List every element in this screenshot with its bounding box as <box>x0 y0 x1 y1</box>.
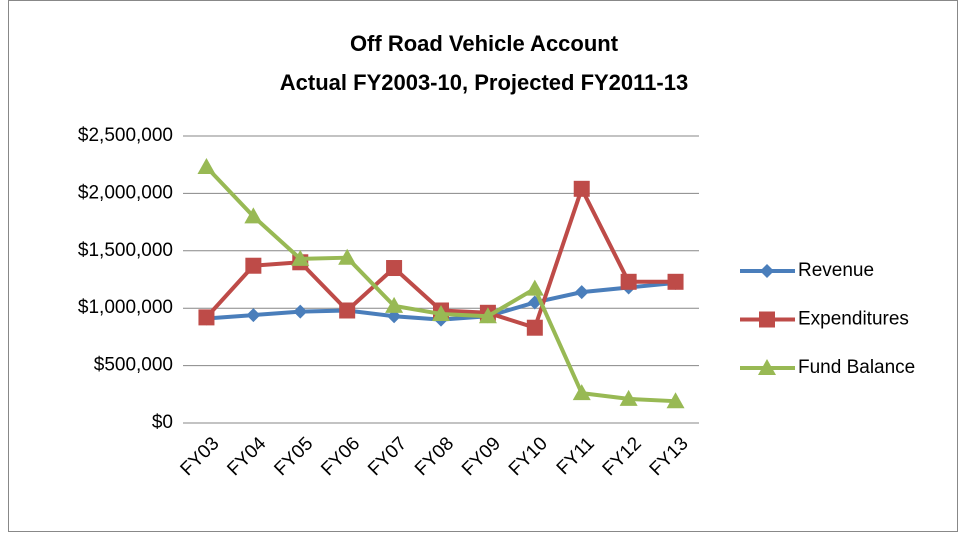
y-tick-label: $0 <box>152 412 173 433</box>
legend-label: Revenue <box>798 260 874 281</box>
marker <box>574 285 589 300</box>
y-tick-label: $2,500,000 <box>78 125 173 146</box>
y-tick-label: $1,500,000 <box>78 240 173 261</box>
marker <box>759 311 775 328</box>
marker <box>197 157 216 174</box>
chart-frame <box>8 0 958 532</box>
marker <box>432 304 450 321</box>
marker <box>478 307 497 324</box>
marker <box>386 260 403 277</box>
marker <box>293 304 308 319</box>
y-tick-label: $1,000,000 <box>78 297 173 318</box>
marker <box>620 273 637 290</box>
y-tick-label: $500,000 <box>94 355 173 376</box>
marker <box>385 296 404 313</box>
marker <box>667 273 684 290</box>
y-tick-label: $2,000,000 <box>78 182 173 203</box>
marker <box>244 207 263 224</box>
chart-subtitle: Actual FY2003-10, Projected FY2011-13 <box>280 70 688 95</box>
marker <box>198 309 215 326</box>
marker <box>666 392 685 409</box>
marker <box>760 264 774 278</box>
marker <box>526 319 543 336</box>
marker <box>525 279 544 296</box>
marker <box>619 389 638 406</box>
marker <box>291 249 310 266</box>
marker <box>572 384 591 401</box>
marker <box>245 257 262 274</box>
marker <box>339 302 356 319</box>
marker <box>246 308 261 323</box>
marker <box>573 180 590 197</box>
legend-label: Expenditures <box>798 309 909 330</box>
marker <box>758 359 776 375</box>
marker <box>338 248 357 265</box>
legend-label: Fund Balance <box>798 357 915 378</box>
chart-title: Off Road Vehicle Account <box>350 31 619 56</box>
